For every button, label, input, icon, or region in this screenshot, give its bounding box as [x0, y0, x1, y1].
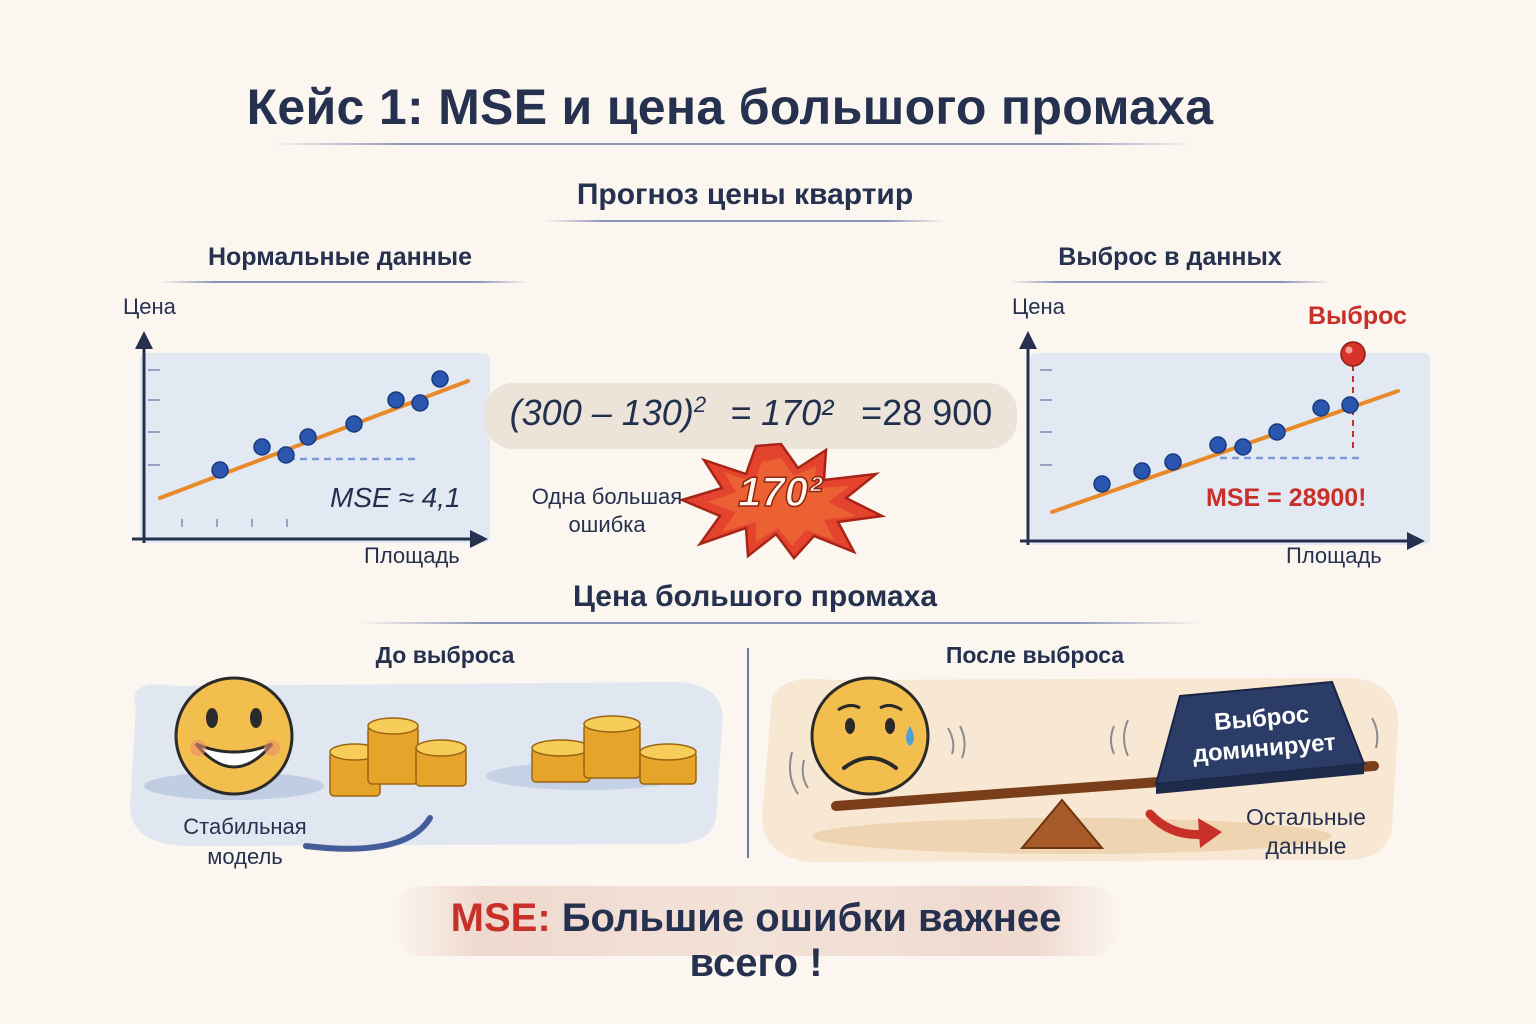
- right-chart-heading: Выброс в данных: [1058, 243, 1282, 271]
- section-divider: [747, 648, 749, 858]
- burst-label: 170²: [737, 467, 823, 516]
- left-point: [299, 428, 317, 446]
- right-chart: [1019, 331, 1430, 550]
- before-caption-line1: Стабильная: [183, 814, 307, 839]
- right-point: [1093, 475, 1111, 493]
- left-chart-heading: Нормальные данные: [207, 243, 473, 271]
- coin-stacks-right-icon: [531, 715, 697, 785]
- after-illustration: [762, 676, 1399, 862]
- after-caption-line1: Остальные: [1246, 804, 1366, 830]
- title-underline: [270, 143, 1195, 145]
- burst-icon: [678, 442, 886, 560]
- left-point: [277, 446, 295, 464]
- section2-underline: [360, 622, 1200, 624]
- after-caption-line2: данные: [1265, 833, 1347, 859]
- right-point: [1312, 399, 1330, 417]
- subtitle: Прогноз цены квартир: [576, 178, 914, 211]
- left-y-label: Цена: [123, 294, 176, 319]
- left-point: [211, 461, 229, 479]
- sad-face-icon: [810, 676, 930, 796]
- burst-caption-line2: ошибка: [568, 512, 646, 537]
- right-point: [1133, 462, 1151, 480]
- formula-rhs: =28 900: [861, 392, 993, 433]
- right-point: [1268, 423, 1286, 441]
- before-illustration: [130, 676, 723, 852]
- right-y-arrow-icon: [1019, 331, 1037, 349]
- before-caption: Стабильная модель: [160, 812, 330, 872]
- formula-lhs: (300 – 130): [509, 392, 694, 433]
- after-caption: Остальные данные: [1226, 803, 1386, 861]
- right-y-label: Цена: [1012, 294, 1065, 319]
- formula-lhs-exponent: 2: [693, 392, 707, 417]
- left-point: [411, 394, 429, 412]
- outlier-weight-icon: [1154, 680, 1366, 794]
- banner-text: Большие ошибки важнее всего !: [561, 896, 1062, 985]
- left-chart: [132, 331, 490, 548]
- left-heading-underline: [160, 281, 530, 283]
- after-heading: После выброса: [945, 642, 1125, 668]
- bottom-banner: MSE: Большие ошибки важнее всего !: [392, 896, 1120, 986]
- coin-stacks-left-icon: [329, 717, 467, 797]
- outlier-point: [1340, 341, 1366, 367]
- left-point: [345, 415, 363, 433]
- right-point: [1234, 438, 1252, 456]
- formula-mid: = 170²: [730, 392, 834, 433]
- formula: (300 – 130)2 = 170² =28 900: [485, 392, 1017, 434]
- burst-caption: Одна большая ошибка: [527, 483, 687, 539]
- formula-box: [485, 383, 1017, 449]
- right-mse-label: MSE = 28900!: [1206, 484, 1367, 512]
- seesaw-fulcrum: [1019, 798, 1105, 849]
- happy-face-icon: [174, 676, 294, 796]
- right-point: [1341, 396, 1359, 414]
- left-x-arrow-icon: [470, 530, 488, 548]
- left-x-label: Площадь: [364, 543, 460, 568]
- left-point: [431, 370, 449, 388]
- subtitle-underline: [545, 220, 945, 222]
- right-heading-underline: [1010, 281, 1330, 283]
- page-title: Кейс 1: MSE и цена большого промаха: [246, 79, 1214, 135]
- right-point: [1164, 453, 1182, 471]
- section2-heading: Цена большого промаха: [572, 580, 938, 613]
- banner-prefix: MSE:: [450, 896, 551, 940]
- left-mse-label: MSE ≈ 4,1: [330, 482, 461, 513]
- before-caption-line2: модель: [207, 844, 283, 869]
- left-point: [387, 391, 405, 409]
- outlier-label: Выброс: [1308, 302, 1407, 330]
- burst-caption-line1: Одна большая: [531, 484, 683, 509]
- right-x-arrow-icon: [1407, 532, 1425, 550]
- left-point: [253, 438, 271, 456]
- banner-background: [392, 886, 1120, 956]
- right-x-label: Площадь: [1286, 543, 1382, 568]
- right-point: [1209, 436, 1227, 454]
- before-heading: До выброса: [375, 642, 515, 668]
- right-fit-line: [1050, 389, 1400, 514]
- left-y-arrow-icon: [135, 331, 153, 349]
